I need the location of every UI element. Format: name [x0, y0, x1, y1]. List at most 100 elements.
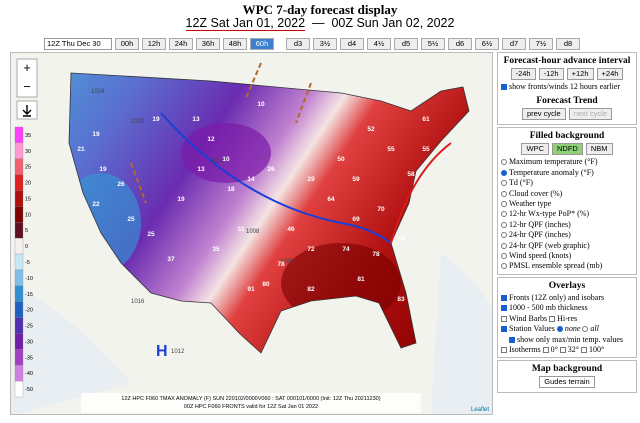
- zoom-in[interactable]: +: [23, 60, 31, 75]
- station-value: 50: [337, 156, 345, 163]
- hour-button[interactable]: 60h: [250, 38, 274, 50]
- day-button[interactable]: d5: [394, 38, 418, 50]
- radio[interactable]: [501, 190, 507, 197]
- radio[interactable]: [501, 180, 507, 187]
- field-label[interactable]: 12-hr QPF (inches): [509, 219, 571, 229]
- source-button[interactable]: NBM: [585, 143, 613, 156]
- colorbar-label: -10: [25, 276, 33, 282]
- section-title: Forecast Trend: [536, 96, 598, 107]
- advance-button[interactable]: -12h: [538, 68, 564, 80]
- earlier-label[interactable]: show fronts/winds 12 hours earlier: [509, 82, 621, 91]
- valid-end: 00Z Sun Jan 02, 2022: [331, 16, 455, 30]
- station-value: 78: [372, 251, 380, 258]
- field-label[interactable]: 12-hr Wx-type PoP* (%): [509, 209, 590, 219]
- radio[interactable]: [501, 201, 507, 208]
- field-label[interactable]: Td (°F): [509, 178, 533, 188]
- overlay-option[interactable]: show only max/min temp. values: [517, 334, 623, 344]
- station-value: 19: [92, 131, 100, 138]
- colorbar-label: 15: [25, 196, 31, 202]
- colorbar-swatch: [14, 142, 24, 159]
- radio[interactable]: [501, 159, 507, 166]
- field-label[interactable]: Weather type: [509, 199, 552, 209]
- hour-button[interactable]: 00h: [115, 38, 139, 50]
- zoom-control: [16, 58, 38, 98]
- station-value: 25: [147, 231, 155, 238]
- section-title: Filled background: [529, 131, 605, 142]
- station-value: 59: [352, 176, 360, 183]
- overlay-option[interactable]: Hi-res: [557, 313, 578, 323]
- caption-bg: [81, 393, 421, 413]
- day-button[interactable]: 6½: [475, 38, 499, 50]
- iso-level[interactable]: 100°: [588, 344, 605, 354]
- field-option: 24-hr QPF (web graphic): [501, 241, 633, 251]
- radio[interactable]: [501, 232, 507, 239]
- hour-button[interactable]: 12h: [142, 38, 166, 50]
- colorbar-swatch: [14, 206, 24, 223]
- overlay-option[interactable]: all: [590, 324, 599, 334]
- station-value: 74: [342, 246, 350, 253]
- hour-button[interactable]: 24h: [169, 38, 193, 50]
- checkbox[interactable]: [542, 346, 549, 353]
- colorbar-label: -50: [25, 387, 33, 393]
- station-value: 79: [397, 236, 405, 243]
- advance-button[interactable]: +12h: [566, 68, 594, 80]
- hour-button[interactable]: 36h: [196, 38, 220, 50]
- colorbar-swatch: [14, 301, 24, 318]
- advance-button[interactable]: -24h: [510, 68, 536, 80]
- checkbox[interactable]: [580, 346, 587, 353]
- station-value: 12: [207, 136, 215, 143]
- isobar-label: 1008: [281, 259, 295, 265]
- checkbox[interactable]: [559, 346, 566, 353]
- day-button[interactable]: 3½: [313, 38, 337, 50]
- radio[interactable]: [501, 211, 507, 218]
- overlay-option[interactable]: Wind Barbs: [509, 313, 548, 323]
- radio[interactable]: [501, 253, 507, 260]
- source-button[interactable]: NDFD: [551, 143, 583, 156]
- advance-button[interactable]: +24h: [596, 68, 624, 80]
- field-label[interactable]: Wind speed (knots): [509, 251, 572, 261]
- radio[interactable]: [501, 221, 507, 228]
- hour-button[interactable]: 48h: [223, 38, 247, 50]
- colorbar-label: -15: [25, 292, 33, 298]
- overlay-option[interactable]: none: [564, 324, 581, 334]
- section-title: Forecast-hour advance interval: [503, 56, 631, 66]
- map: 35 30 25 20 15 10 5 0 -5 -10 -15 -20 -25 -30 -35 -40 -50…: [10, 52, 493, 415]
- field-option: 24-hr QPF (inches): [501, 230, 633, 240]
- background-select[interactable]: Gudes terrain: [539, 376, 595, 389]
- field-label[interactable]: Maximum temperature (°F): [509, 157, 598, 167]
- overlay-option[interactable]: Isotherms: [509, 344, 541, 354]
- overlay-option[interactable]: 1000 - 500 mb thickness: [509, 303, 588, 313]
- field-label[interactable]: Temperature anomaly (°F): [509, 167, 594, 177]
- colorbar-label: -35: [25, 355, 33, 361]
- colorbar-label: -25: [25, 324, 33, 330]
- day-button[interactable]: d3: [286, 38, 310, 50]
- day-button[interactable]: 5½: [421, 38, 445, 50]
- day-button[interactable]: d8: [556, 38, 580, 50]
- radio[interactable]: [501, 242, 507, 249]
- field-label[interactable]: 24-hr QPF (web graphic): [509, 240, 590, 250]
- station-value: 91: [247, 286, 255, 293]
- day-button[interactable]: 4½: [367, 38, 391, 50]
- day-button[interactable]: 7½: [529, 38, 553, 50]
- field-label[interactable]: PMSL ensemble spread (mb): [509, 261, 603, 271]
- attribution[interactable]: Leaflet: [471, 407, 489, 413]
- day-button[interactable]: d4: [340, 38, 364, 50]
- colorbar-swatch: [14, 285, 24, 302]
- day-button[interactable]: d6: [448, 38, 472, 50]
- radio[interactable]: [501, 169, 507, 176]
- field-label[interactable]: 24-hr QPF (inches): [509, 230, 571, 240]
- overlay-option[interactable]: Fronts (12Z only) and isobars: [509, 292, 605, 302]
- zoom-out[interactable]: −: [23, 79, 31, 94]
- ocean: [11, 283, 131, 414]
- day-button[interactable]: d7: [502, 38, 526, 50]
- radio[interactable]: [501, 263, 507, 270]
- trend-button[interactable]: next cycle: [568, 108, 613, 121]
- iso-level[interactable]: 0°: [550, 344, 558, 354]
- trend-button[interactable]: prev cycle: [521, 108, 566, 121]
- source-button[interactable]: WPC: [521, 143, 549, 156]
- overlay-option[interactable]: Station Values: [509, 324, 555, 334]
- field-label[interactable]: Cloud cover (%): [509, 188, 563, 198]
- cycle-select[interactable]: 12Z Thu Dec 30: [44, 38, 112, 50]
- iso-level[interactable]: 32°: [567, 344, 579, 354]
